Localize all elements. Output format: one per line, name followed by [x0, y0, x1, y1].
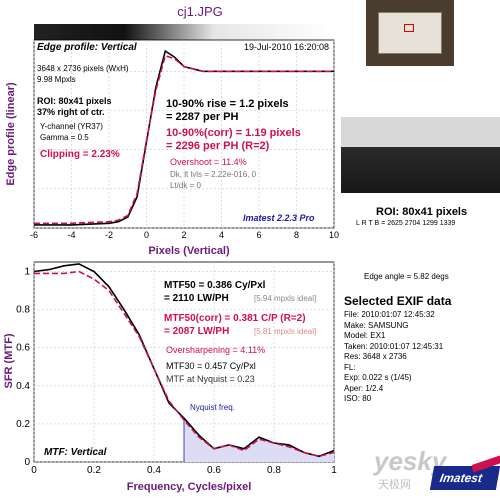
mtf-y-tick-label: 0.6 — [16, 343, 30, 354]
mtf-nyquist-stat: MTF at Nyquist = 0.23 — [166, 374, 255, 384]
mtf-x-tick-label: 0 — [31, 465, 37, 476]
mtf-x-axis-label: Frequency, Cycles/pixel — [126, 481, 252, 493]
mtf50-corr-stat: MTF50(corr) = 0.381 C/P (R=2) — [164, 313, 306, 324]
mtf50-lwph: = 2110 LW/PH — [164, 293, 229, 304]
exif-res: Res: 3648 x 2736 — [344, 352, 407, 361]
edge-info-channel: Y-channel (YR37) — [40, 122, 103, 131]
exif-aper: Aper: 1/2.4 — [344, 383, 384, 393]
exif-make: Make: SAMSUNG — [344, 320, 409, 330]
edge-x-tick-label: 8 — [294, 230, 299, 240]
mtf-y-tick-label: 0.2 — [16, 419, 30, 430]
imatest-logo-text: Imatest — [438, 471, 484, 485]
edge-info-roi: ROI: 80x41 pixels — [37, 96, 112, 106]
edge-x-tick-label: -2 — [105, 230, 113, 240]
mtf-y-tick-label: 0 — [24, 457, 30, 468]
edge-x-tick-label: 10 — [329, 230, 339, 240]
edge-x-tick-label: -4 — [67, 230, 75, 240]
mtf-above-nyquist-fill — [184, 418, 334, 462]
exif-taken: Taken: 2010:01:07 12:45:31 — [344, 341, 444, 351]
mtf50-ideal: [5.94 mpxls ideal] — [254, 294, 317, 303]
exif-exp: Exp: 0.022 s (1/45) — [344, 373, 412, 382]
exif-model: Model: EX1 — [344, 331, 386, 340]
edge-chart-header: Edge profile: Vertical — [37, 42, 137, 53]
roi-crop-image — [341, 117, 500, 193]
mtf50-corr-lwph: = 2087 LW/PH — [164, 326, 230, 337]
edge-info-roi-pos: 37% right of ctr. — [37, 107, 105, 117]
roi-thumbnail — [366, 0, 454, 66]
imatest-logo: Imatest — [429, 455, 500, 490]
mtf-x-tick-label: 1 — [331, 465, 337, 476]
edge-x-tick-label: -6 — [30, 230, 38, 240]
edge-x-tick-label: 0 — [144, 230, 149, 240]
edge-y-axis-label: Edge profile (linear) — [5, 82, 17, 186]
edge-info-pixels: 3648 x 2736 pixels (WxH) — [37, 64, 129, 73]
imatest-version-label: Imatest 2.2.3 Pro — [243, 213, 315, 223]
mtf-x-tick-label: 0.2 — [87, 465, 101, 476]
mtf-chart-corner-label: MTF: Vertical — [44, 447, 107, 458]
nyquist-label: Nyquist freq. — [190, 403, 235, 412]
rise-per-ph: = 2287 per PH — [166, 111, 239, 123]
mtf-y-tick-label: 0.8 — [16, 305, 30, 316]
edge-x-tick-label: 6 — [256, 230, 261, 240]
edge-angle-label: Edge angle = 5.82 degs — [364, 272, 449, 281]
edge-x-tick-label: 4 — [219, 230, 224, 240]
overshoot-stat: Overshoot = 11.4% — [170, 157, 247, 167]
roi-crop-dark-region — [341, 147, 500, 193]
mtf-series-corrected — [34, 270, 335, 458]
yesky-watermark-sub: 天极网 — [378, 479, 411, 491]
mtf50-corr-ideal: [5.81 mpxls ideal] — [254, 327, 317, 336]
edge-info-gamma: Gamma = 0.5 — [40, 133, 89, 142]
edge-chart-date: 19-Jul-2010 16:20:08 — [244, 42, 330, 52]
mtf-x-tick-label: 0.4 — [147, 465, 161, 476]
dark-light-levels: Dk, lt lvls = 2.22e-016, 0 — [170, 170, 257, 179]
rise-stat: 10-90% rise = 1.2 pixels — [166, 98, 289, 110]
mtf-x-tick-label: 0.8 — [267, 465, 281, 476]
exif-list: File: 2010:01:07 12:45:32 Make: SAMSUNG … — [344, 310, 443, 405]
exif-fl: FL: — [344, 362, 356, 372]
mtf30-stat: MTF30 = 0.457 Cy/Pxl — [166, 361, 256, 371]
roi-size-label: ROI: 80x41 pixels — [376, 206, 468, 218]
rise-corr-stat: 10-90%(corr) = 1.19 pixels — [166, 127, 301, 139]
light-dark-ratio: Lt/dk = 0 — [170, 181, 201, 190]
rise-corr-per-ph: = 2296 per PH (R=2) — [166, 140, 270, 152]
roi-thumbnail-box — [404, 24, 414, 32]
oversharpening-stat: Oversharpening = 4.11% — [166, 345, 266, 355]
mtf-y-tick-label: 0.4 — [16, 381, 30, 392]
mtf-y-tick-label: 1 — [24, 267, 30, 278]
mtf-x-tick-label: 0.6 — [207, 465, 221, 476]
edge-series-corrected — [34, 54, 334, 225]
tone-gradient-bar — [34, 24, 334, 40]
mtf-y-axis-label: SFR (MTF) — [3, 333, 15, 389]
roi-lrtb-label: L R T B = 2625 2704 1299 1339 — [356, 220, 456, 227]
exif-file: File: 2010:01:07 12:45:32 — [344, 310, 435, 319]
exif-title: Selected EXIF data — [344, 294, 452, 308]
mtf-series-measured — [33, 263, 335, 458]
edge-info-clipping: Clipping = 2.23% — [40, 149, 120, 160]
edge-x-axis-label: Pixels (Vertical) — [148, 245, 230, 257]
roi-thumbnail-chart — [378, 12, 442, 54]
edge-x-tick-label: 2 — [181, 230, 186, 240]
mtf50-stat: MTF50 = 0.386 Cy/Pxl — [164, 280, 266, 291]
file-title: cj1.JPG — [177, 4, 223, 19]
exif-iso: ISO: 80 — [344, 394, 372, 403]
edge-info-mpxls: 9.98 Mpxls — [37, 75, 76, 84]
